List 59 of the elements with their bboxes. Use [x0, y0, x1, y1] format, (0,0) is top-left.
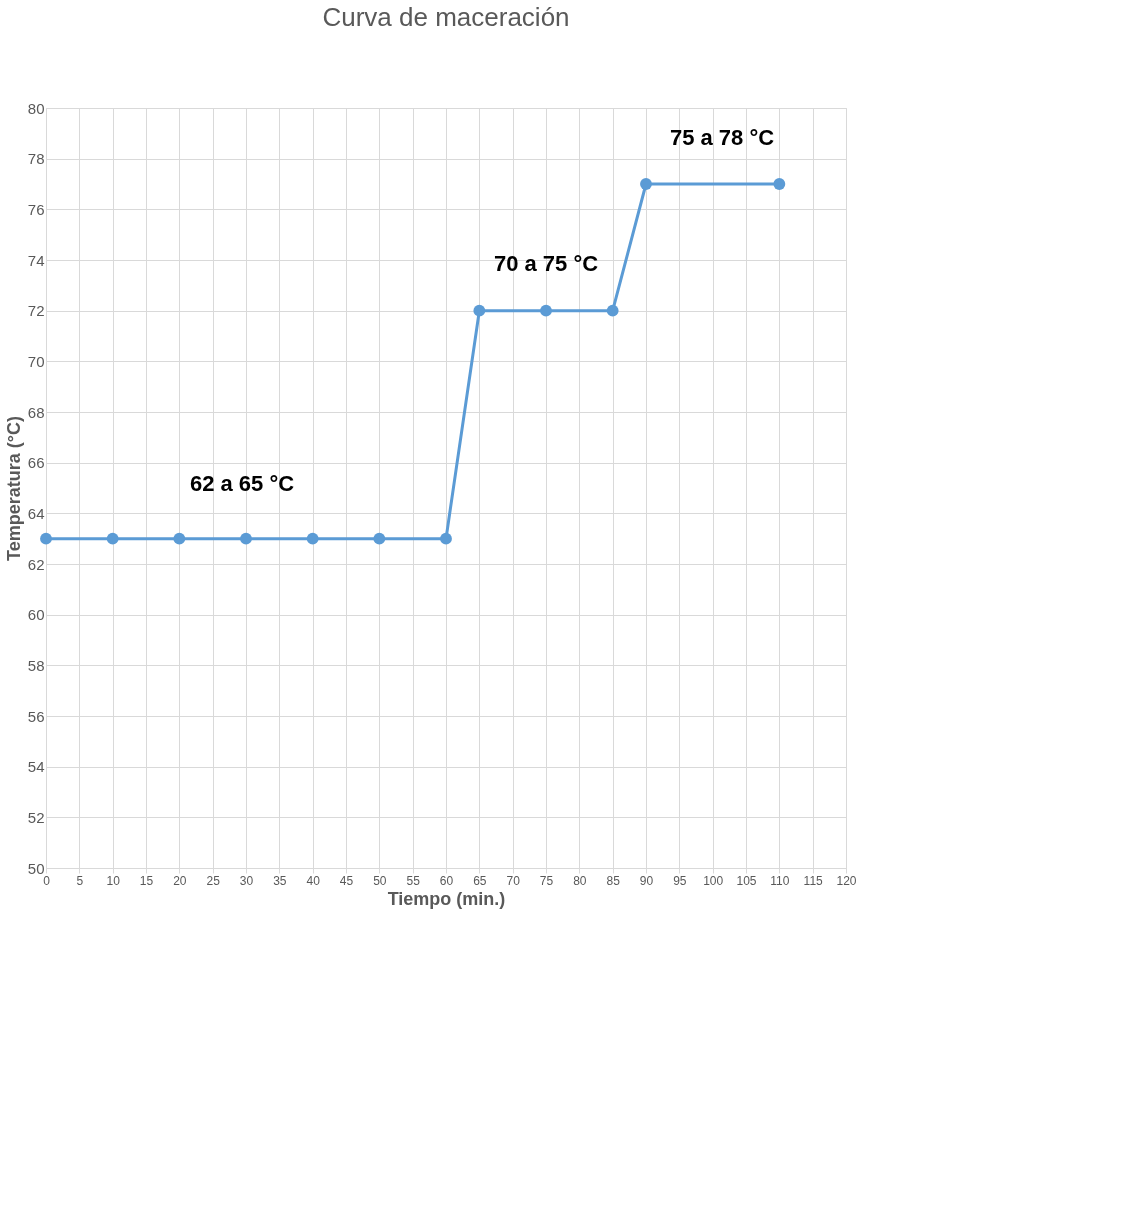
y-tick-label: 50 — [27, 859, 45, 877]
x-tick-label: 55 — [406, 873, 421, 888]
x-tick-label: 105 — [736, 873, 757, 888]
y-tick-label: 60 — [27, 606, 45, 624]
x-tick-label: 60 — [439, 873, 454, 888]
y-tick-label: 66 — [27, 454, 45, 472]
x-tick-label: 70 — [506, 873, 521, 888]
point — [440, 532, 452, 545]
point — [173, 532, 186, 545]
y-axis-title: Temperatura (°C) — [3, 416, 24, 561]
x-tick-label: 50 — [373, 873, 387, 888]
x-tick-label: 35 — [273, 873, 287, 888]
chart-title: Curva de maceración — [322, 2, 570, 32]
x-tick-label: 10 — [106, 873, 121, 888]
point — [773, 178, 786, 190]
x-tick-label: 15 — [139, 873, 154, 888]
point — [640, 178, 652, 190]
x-tick-label: 30 — [239, 873, 254, 888]
point — [373, 532, 386, 545]
x-tick-label: 20 — [173, 873, 187, 888]
y-tick-label: 74 — [27, 251, 45, 269]
x-tick-label: 45 — [339, 873, 354, 888]
y-tick-label: 80 — [27, 99, 45, 117]
y-tick-label: 78 — [27, 150, 45, 168]
point — [606, 304, 619, 317]
y-tick-label: 56 — [27, 707, 45, 725]
x-tick-label: 0 — [43, 873, 51, 888]
y-tick-label: 76 — [27, 200, 45, 218]
annotation: 62 a 65 °C — [189, 471, 295, 497]
y-tick-label: 64 — [27, 504, 45, 522]
point — [306, 532, 319, 545]
y-tick-label: 58 — [27, 656, 45, 674]
x-tick-label: 90 — [639, 873, 654, 888]
x-tick-label: 120 — [836, 873, 857, 888]
x-tick-label: 85 — [606, 873, 621, 888]
point — [540, 304, 552, 317]
point — [40, 532, 52, 545]
x-tick-label: 80 — [573, 873, 587, 888]
y-tick-label: 54 — [27, 758, 45, 776]
y-tick-label: 72 — [27, 302, 45, 320]
x-tick-label: 75 — [539, 873, 554, 888]
x-axis-title: Tiempo (min.) — [387, 888, 506, 909]
x-tick-label: 5 — [76, 873, 84, 888]
point — [473, 304, 486, 317]
x-tick-label: 95 — [673, 873, 687, 888]
x-tick-label: 110 — [770, 873, 790, 888]
y-tick-label: 62 — [27, 555, 45, 573]
x-tick-label: 25 — [206, 873, 221, 888]
point — [106, 532, 119, 545]
y-tick-label: 68 — [27, 403, 45, 421]
point — [240, 532, 252, 545]
annotation: 70 a 75 °C — [493, 250, 599, 276]
x-tick-label: 100 — [703, 873, 724, 888]
annotation: 75 a 78 °C — [669, 125, 775, 151]
x-tick-label: 115 — [803, 873, 824, 888]
y-tick-label: 52 — [27, 808, 45, 826]
x-tick-label: 40 — [306, 873, 321, 888]
x-tick-label: 65 — [473, 873, 487, 888]
y-tick-label: 70 — [27, 352, 45, 370]
